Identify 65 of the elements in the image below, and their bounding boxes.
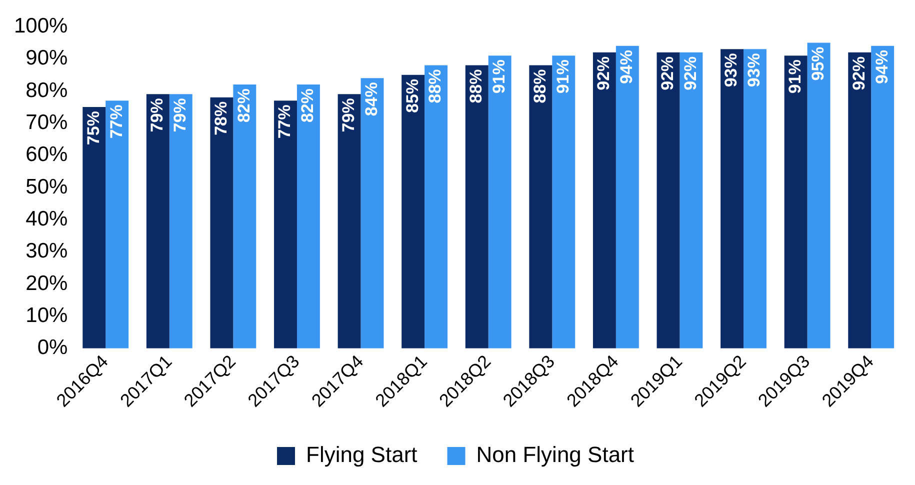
y-tick-label: 100% xyxy=(14,14,68,38)
y-tick-label: 10% xyxy=(26,304,68,328)
legend-label: Non Flying Start xyxy=(476,442,634,468)
bar xyxy=(233,84,256,348)
y-tick-label: 90% xyxy=(26,46,68,70)
bar xyxy=(720,49,744,348)
data-label: 79% xyxy=(338,98,358,132)
data-label: 88% xyxy=(530,69,550,104)
data-label: 75% xyxy=(84,111,103,146)
bar xyxy=(784,56,808,348)
data-label: 79% xyxy=(148,98,167,132)
data-label: 94% xyxy=(617,50,636,84)
y-tick-label: 0% xyxy=(37,336,68,360)
data-label: 78% xyxy=(211,101,230,136)
bar xyxy=(616,46,639,348)
data-label: 92% xyxy=(680,56,700,90)
bar xyxy=(465,65,488,348)
bar xyxy=(274,100,297,348)
data-label: 95% xyxy=(808,46,828,81)
data-label: 79% xyxy=(170,98,190,132)
bar xyxy=(146,94,170,348)
bar xyxy=(529,65,552,348)
bar xyxy=(360,78,384,348)
data-label: 92% xyxy=(658,56,677,90)
data-label: 92% xyxy=(849,56,868,90)
bar xyxy=(106,100,129,348)
data-label: 91% xyxy=(553,60,572,94)
y-tick-label: 80% xyxy=(26,78,68,102)
bar xyxy=(680,52,703,348)
bar xyxy=(552,56,576,348)
bar xyxy=(656,52,680,348)
data-label: 82% xyxy=(298,88,318,123)
data-label: 93% xyxy=(744,53,764,88)
y-tick-label: 20% xyxy=(26,272,68,295)
data-label: 84% xyxy=(362,82,381,116)
y-tick-label: 40% xyxy=(26,207,68,230)
bar xyxy=(296,84,320,348)
data-label: 94% xyxy=(872,50,892,84)
y-tick-label: 50% xyxy=(26,175,68,198)
data-label: 92% xyxy=(594,56,614,90)
bar xyxy=(210,97,234,348)
data-label: 93% xyxy=(722,53,741,88)
data-label: 91% xyxy=(490,60,509,94)
y-tick-label: 70% xyxy=(26,110,68,134)
bar xyxy=(424,65,448,348)
bar xyxy=(82,107,106,348)
legend-label: Flying Start xyxy=(306,442,418,468)
bar xyxy=(744,49,766,348)
bar xyxy=(488,56,512,348)
bar xyxy=(592,52,616,348)
data-label: 85% xyxy=(402,78,422,113)
bar xyxy=(871,46,894,348)
data-label: 88% xyxy=(426,69,445,104)
y-tick-label: 30% xyxy=(26,240,68,263)
data-label: 91% xyxy=(786,60,805,94)
data-label: 77% xyxy=(275,104,294,139)
bar xyxy=(807,42,830,348)
bar xyxy=(338,94,361,348)
y-tick-label: 60% xyxy=(26,143,68,166)
bar xyxy=(402,74,425,348)
data-label: 77% xyxy=(106,104,126,139)
bar xyxy=(169,94,192,348)
bar xyxy=(848,52,872,348)
data-label: 88% xyxy=(466,69,486,104)
data-label: 82% xyxy=(234,88,254,123)
